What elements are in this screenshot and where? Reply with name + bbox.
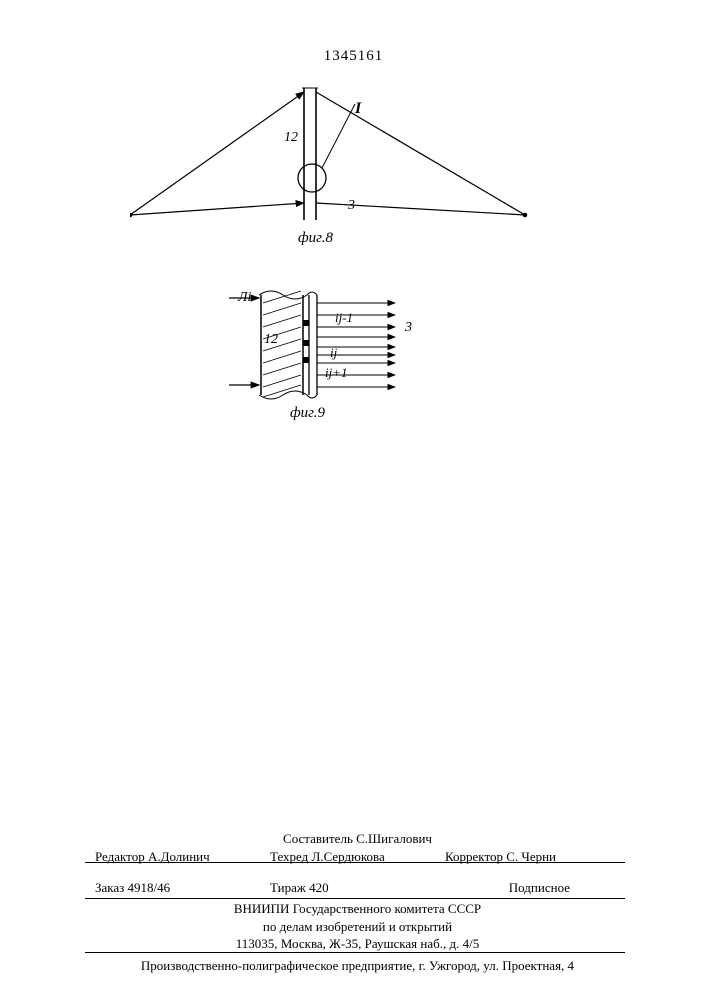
- figure-9-caption: фиг.9: [290, 405, 325, 422]
- figure-8-label-12: 12: [284, 130, 298, 146]
- subscription: Подписное: [445, 880, 620, 896]
- figure-9-label-ij-minus-1: ij-1: [335, 310, 353, 326]
- figure-8-label-I: I: [355, 100, 361, 118]
- footer-rule-2: [85, 898, 625, 899]
- figure-8-diagram: [130, 80, 530, 250]
- institution-line-3: 113035, Москва, Ж-35, Раушская наб., д. …: [95, 935, 620, 953]
- figure-8-caption: фиг.8: [298, 230, 333, 247]
- figure-9-label-ij: ij: [330, 345, 337, 361]
- compiled-by: Составитель С.Шигалович: [95, 830, 620, 848]
- institution-line-2: по делам изобретений и открытий: [95, 918, 620, 936]
- figure-9-label-ij-plus-1: ij+1: [325, 365, 348, 381]
- institution-block: ВНИИПИ Государственного комитета СССР по…: [95, 900, 620, 953]
- print-organization: Производственно-полиграфическое предприя…: [95, 958, 620, 974]
- figure-8-label-3: 3: [348, 198, 355, 214]
- document-number: 1345161: [0, 48, 707, 65]
- print-run: Тираж 420: [270, 880, 445, 896]
- footer-rule-3: [85, 952, 625, 953]
- order-number: Заказ 4918/46: [95, 880, 270, 896]
- figure-9-label-12: 12: [264, 332, 278, 348]
- footer-credits: Составитель С.Шигалович Редактор А.Долин…: [95, 830, 620, 865]
- footer-order-row: Заказ 4918/46 Тираж 420 Подписное: [95, 880, 620, 896]
- footer-rule-1: [85, 862, 625, 863]
- figure-9-label-Ai: Лi: [238, 290, 251, 306]
- figure-9-label-3: 3: [405, 320, 412, 336]
- institution-line-1: ВНИИПИ Государственного комитета СССР: [95, 900, 620, 918]
- page-root: 1345161 12 I 3 фиг.8: [0, 0, 707, 1000]
